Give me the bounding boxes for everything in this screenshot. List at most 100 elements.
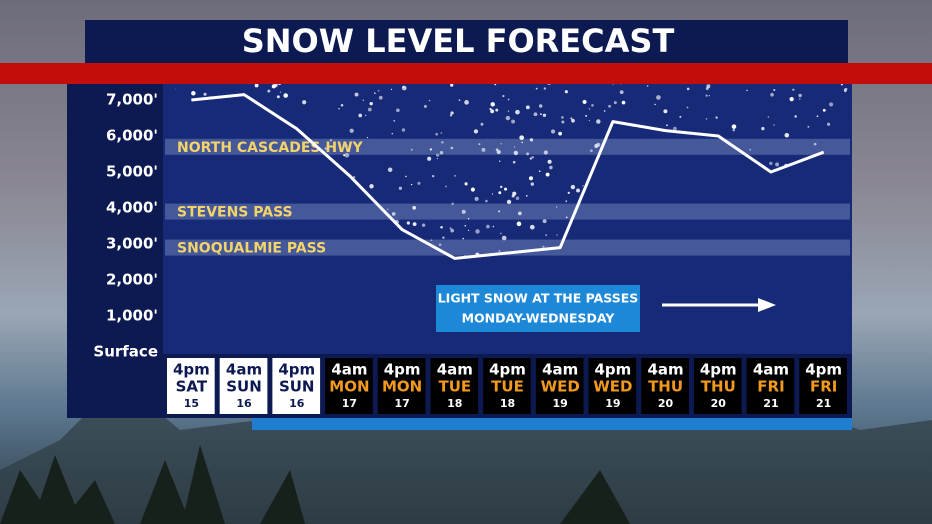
snowflake [794, 115, 797, 118]
snowflake [391, 212, 396, 216]
snowflake [439, 151, 444, 155]
snowflake [539, 113, 542, 116]
x-tick-box [219, 358, 268, 414]
snowflake [528, 176, 534, 181]
red-stripe [0, 63, 932, 84]
snowflake [485, 199, 488, 203]
snowflake [475, 229, 480, 234]
snowflake [498, 191, 502, 195]
snowflake [775, 162, 780, 167]
snowflake [789, 96, 794, 102]
snowflake [410, 183, 413, 186]
snowflake [302, 100, 307, 105]
trees [0, 445, 630, 524]
snowflake [561, 120, 565, 124]
snowflake [829, 102, 834, 107]
x-tick-box [641, 358, 689, 414]
snowflake [467, 217, 470, 220]
snowflake [462, 237, 465, 240]
snowflake [496, 149, 501, 155]
snowflake [558, 131, 562, 136]
x-tick-box [377, 358, 426, 414]
snowflake [570, 184, 576, 190]
snowflake [504, 187, 508, 191]
title-bar [85, 20, 848, 66]
reference-band [165, 203, 850, 220]
reference-label: NORTH CASCADES HWY [177, 140, 364, 156]
snowflake [564, 90, 568, 94]
y-tick-label: 3,000' [106, 235, 158, 253]
snowflake [470, 187, 475, 192]
snowflake [412, 206, 416, 210]
snowflake [191, 91, 196, 96]
snowflake [369, 101, 373, 106]
snowflake [542, 113, 547, 117]
snowflake [486, 224, 490, 229]
snowflake [570, 117, 573, 120]
snowflake [450, 111, 454, 115]
snowflake [343, 143, 348, 148]
snowflake [464, 100, 469, 105]
x-tick-label: 4am [542, 361, 578, 379]
snowflake [619, 90, 624, 95]
x-tick-label: 4am [331, 361, 367, 379]
snowflake [549, 165, 553, 170]
snowflake [430, 239, 433, 241]
snowflake [401, 128, 406, 132]
x-tick-box [535, 358, 584, 414]
snowflake [646, 85, 649, 87]
snowflake [506, 199, 512, 205]
snowflake [373, 92, 376, 94]
snowflake [545, 234, 547, 236]
snowflake [589, 149, 593, 153]
x-tick-label: TUE [491, 378, 524, 396]
x-tick-label: 17 [394, 397, 409, 410]
snowflake [390, 88, 393, 91]
x-tick-label: 4am [437, 361, 473, 379]
x-tick-label: SUN [279, 378, 315, 396]
snowflake [663, 109, 668, 114]
snowflake [203, 92, 207, 96]
snowflake [267, 89, 271, 93]
snowflake [705, 117, 708, 120]
reference-label: STEVENS PASS [177, 205, 293, 221]
snowflake [773, 124, 775, 126]
snowflake [441, 140, 444, 144]
snowflake [494, 83, 497, 86]
y-tick-label: 1,000' [106, 307, 158, 325]
line [191, 93, 825, 260]
snowflake [679, 115, 682, 118]
snowflake [445, 185, 447, 188]
accent-strip [252, 418, 852, 430]
x-tick-label: 19 [605, 397, 620, 410]
snowflake [732, 128, 735, 132]
snowflake [442, 236, 445, 239]
snowflake [499, 185, 503, 189]
x-tick-label: 16 [236, 397, 252, 410]
snowflake [543, 87, 547, 90]
snowflake [427, 156, 432, 161]
snowflake [799, 98, 801, 100]
y-tick-label: 7,000' [106, 91, 158, 109]
y-tick-label: 4,000' [106, 199, 158, 217]
x-tick-label: 4pm [594, 361, 631, 379]
x-tick-box [693, 358, 742, 414]
snowflake [515, 196, 520, 201]
snowflake [533, 112, 538, 117]
snowflake [529, 157, 533, 160]
snowflake [367, 107, 372, 112]
snowflake [358, 113, 363, 118]
snowflake [410, 148, 413, 151]
snowflake [596, 142, 601, 147]
snowflake [608, 104, 612, 108]
snowflake [440, 132, 443, 134]
x-tick-label: 4pm [805, 361, 842, 379]
x-tick-label: 21 [816, 397, 831, 410]
snowflake [473, 129, 479, 134]
reference-band [165, 239, 850, 256]
x-tick-label: 4am [647, 361, 683, 379]
snowflake [406, 221, 410, 225]
snowflake [378, 95, 383, 100]
